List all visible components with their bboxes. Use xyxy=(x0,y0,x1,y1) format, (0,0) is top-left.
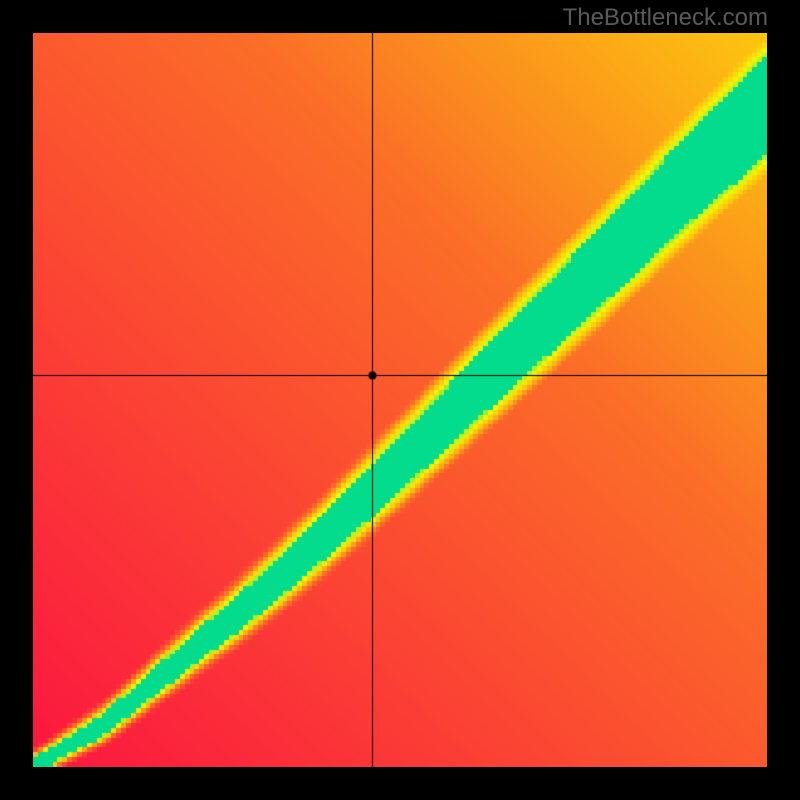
bottleneck-heatmap xyxy=(33,33,767,767)
chart-frame: TheBottleneck.com xyxy=(0,0,800,800)
watermark-text: TheBottleneck.com xyxy=(563,4,768,32)
